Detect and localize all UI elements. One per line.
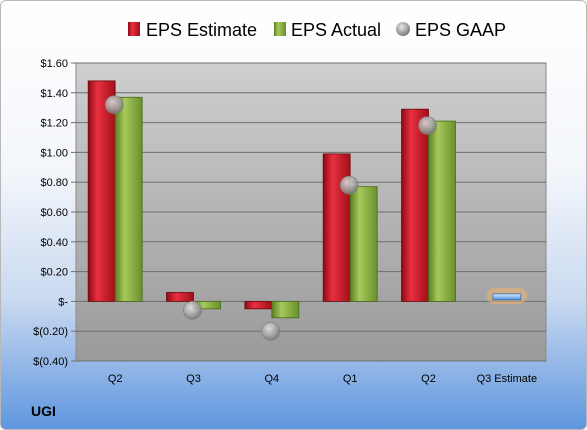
legend-swatch-estimate (128, 22, 140, 36)
y-tick-label: $0.60 (40, 207, 68, 219)
y-tick-label: $0.80 (40, 177, 68, 189)
x-category-label: Q2 (421, 373, 436, 385)
legend-label-estimate: EPS Estimate (146, 20, 257, 40)
y-tick-label: $1.60 (40, 58, 68, 70)
actual-bar (349, 186, 378, 302)
legend: EPS Estimate EPS Actual EPS GAAP (128, 20, 506, 40)
company-ticker: UGI (31, 403, 56, 419)
gridlines (76, 62, 546, 362)
y-tick-label: $1.00 (40, 147, 68, 159)
legend-swatch-gaap (396, 22, 410, 36)
legend-item-actual: EPS Actual (274, 20, 381, 40)
gaap-markers (104, 95, 437, 341)
y-tick-label: $- (58, 296, 68, 308)
x-category-label: Q2 (108, 373, 123, 385)
y-tick-label: $1.20 (40, 118, 68, 130)
x-axis-labels: Q2 Q3 Q4 Q1 Q2 Q3 Estimate (108, 373, 537, 385)
forecast-bar (492, 293, 522, 301)
y-tick-label: $0.40 (40, 237, 68, 249)
legend-label-gaap: EPS GAAP (415, 20, 506, 40)
y-axis-ticks: $1.60 $1.40 $1.20 $1.00 $0.80 $0.60 $0.40 $0.20… (33, 58, 76, 368)
estimate-bar (244, 300, 273, 310)
x-category-label: Q4 (264, 373, 279, 385)
bars (87, 80, 456, 319)
estimate-bar (166, 292, 194, 302)
gaap-marker (104, 95, 124, 115)
actual-bar (428, 120, 456, 302)
x-category-label: Q1 (343, 373, 358, 385)
y-tick-label: $(0.20) (33, 326, 68, 338)
estimate-bar (401, 108, 429, 302)
y-tick-label: $0.20 (40, 267, 68, 279)
gaap-marker (339, 175, 359, 195)
forecast-marker (486, 287, 527, 304)
y-tick-label: $1.40 (40, 88, 68, 100)
estimate-bar (87, 80, 116, 302)
actual-bar (271, 300, 300, 319)
y-tick-label: $(0.40) (33, 356, 68, 368)
gaap-marker (418, 116, 437, 135)
legend-item-estimate: EPS Estimate (128, 20, 257, 40)
x-category-label: Q3 Estimate (477, 373, 538, 385)
legend-swatch-actual (274, 22, 286, 36)
gaap-marker (183, 301, 202, 320)
x-category-label: Q3 (186, 373, 201, 385)
legend-label-actual: EPS Actual (291, 20, 381, 40)
gaap-marker (261, 321, 281, 341)
legend-item-gaap: EPS GAAP (396, 20, 506, 40)
estimate-bar (322, 153, 351, 302)
actual-bar (114, 96, 143, 302)
